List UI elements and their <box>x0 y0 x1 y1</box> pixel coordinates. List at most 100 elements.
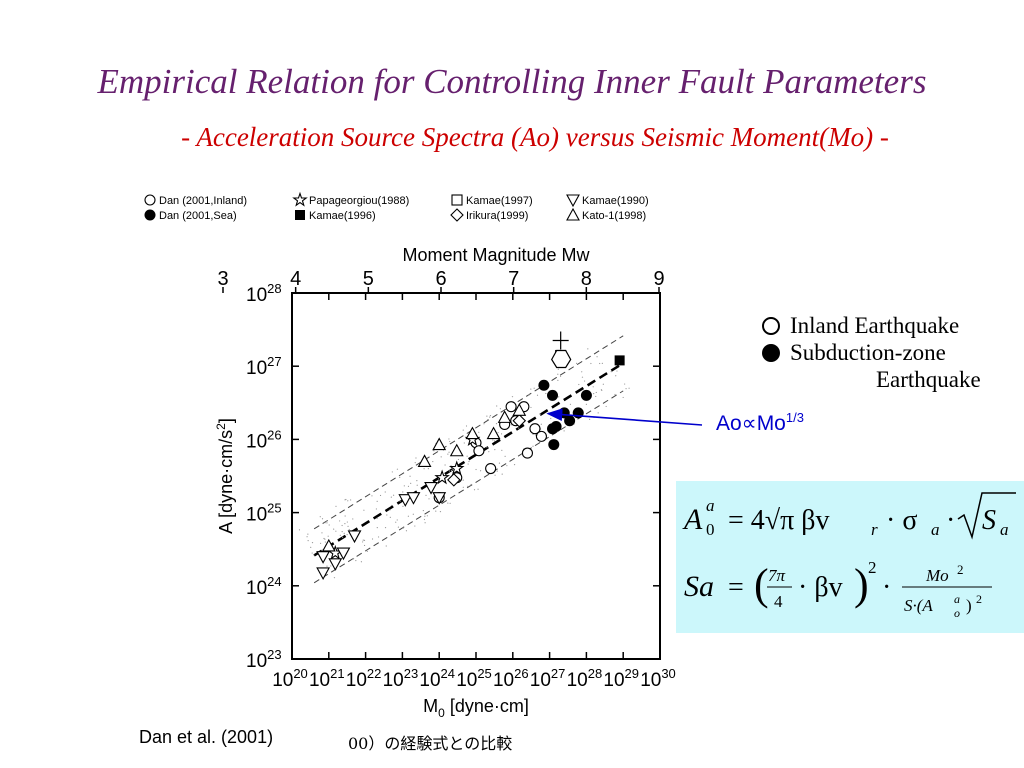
eq2-rparen: ) <box>854 560 869 609</box>
legend-label: Dan (2001,Sea) <box>159 210 237 222</box>
noise-dot <box>399 500 401 502</box>
noise-dot <box>569 403 572 405</box>
noise-dot <box>616 370 618 372</box>
noise-dot <box>495 423 498 425</box>
point-triangle-up-open-shape <box>432 437 447 451</box>
noise-dot <box>422 509 424 512</box>
noise-dot <box>311 552 313 554</box>
noise-dot <box>363 544 366 547</box>
citation: Dan et al. (2001) <box>139 727 274 747</box>
point-triangle-down-open <box>316 567 331 581</box>
point-triangle-down-open <box>336 547 351 561</box>
noise-dot <box>392 494 395 496</box>
legend-marker-shape <box>566 194 580 208</box>
noise-dot <box>341 536 344 538</box>
noise-dot <box>493 440 496 442</box>
noise-dot <box>344 515 346 517</box>
legend-marker-shape <box>292 191 308 207</box>
noise-dot <box>344 522 346 525</box>
legend-marker-shape <box>450 208 464 222</box>
eq2-equals: = <box>728 572 744 603</box>
legend-marker-shape <box>144 194 156 206</box>
point-triangle-down-open-shape <box>432 492 447 505</box>
point-circle-open-shape <box>485 462 497 475</box>
x-tick-label: 1025 <box>456 666 492 691</box>
noise-dot <box>563 430 565 432</box>
point-circle-filled-shape <box>550 421 562 433</box>
eq1-sub-a: a <box>931 520 940 539</box>
noise-dot <box>384 491 386 493</box>
point-triangle-down-open-shape <box>424 481 438 495</box>
point-circle-filled-shape <box>572 407 584 419</box>
relation-base: Ao∝Mo <box>716 412 786 435</box>
point-triangle-up-open-shape <box>497 410 512 423</box>
noise-dot <box>323 537 325 540</box>
noise-dot <box>448 470 451 472</box>
eq1-lhs-sub: 0 <box>706 520 715 539</box>
point-diamond-open <box>512 413 527 428</box>
noise-dot <box>324 541 326 543</box>
noise-dot <box>535 434 537 436</box>
noise-dot <box>416 484 418 486</box>
fit-line <box>313 362 624 557</box>
noise-dot <box>333 528 335 530</box>
noise-dot <box>352 518 354 520</box>
noise-dot <box>518 427 520 429</box>
point-circle-open-shape <box>521 447 533 459</box>
x-tick-label: 1026 <box>493 666 529 691</box>
top-axis-label: Moment Magnitude Mw <box>402 245 590 265</box>
point-square-filled-shape <box>614 355 625 366</box>
noise-dot <box>389 516 391 518</box>
legend-marker <box>566 207 580 221</box>
point-circle-filled-shape <box>580 389 592 401</box>
y-tick-label: 1028 <box>246 281 282 306</box>
noise-dot <box>402 527 404 529</box>
noise-dot <box>628 387 630 389</box>
open-circle-icon <box>762 316 780 335</box>
y-tick-label: 1023 <box>246 647 282 672</box>
noise-dot <box>330 565 332 567</box>
y-tick-label: 1024 <box>246 574 282 599</box>
noise-dot <box>625 388 627 390</box>
noise-dot <box>492 439 494 441</box>
eq1-dot2: · <box>946 505 955 536</box>
point-circle-open-shape <box>535 430 547 442</box>
x-tick-label: 1029 <box>603 666 639 691</box>
noise-dot <box>497 431 499 434</box>
point-triangle-down-open-shape <box>347 530 362 544</box>
legend-marker <box>295 210 305 220</box>
noise-dot <box>321 518 324 520</box>
noise-dot <box>339 534 341 536</box>
noise-dot <box>347 525 349 527</box>
x-tick-label: 1027 <box>530 666 566 691</box>
noise-dot <box>402 505 404 507</box>
eq2-dot: · <box>882 572 891 603</box>
noise-dot <box>614 393 616 396</box>
noise-dot <box>427 468 429 470</box>
x-axis-label: M0 [dyne·cm] <box>423 696 529 720</box>
point-diamond-open-shape <box>512 413 527 428</box>
point-circle-filled <box>572 407 584 419</box>
noise-dot <box>407 515 409 517</box>
noise-dot <box>479 470 482 472</box>
noise-dot <box>532 433 534 435</box>
mw-tick-label: 3 <box>217 268 228 290</box>
noise-dot <box>405 530 408 532</box>
legend-marker <box>451 194 463 206</box>
noise-dot <box>311 541 314 544</box>
eq1-s: S <box>982 505 996 536</box>
noise-dot <box>432 460 434 463</box>
noise-dot <box>350 499 352 501</box>
point-star-open-shape <box>448 460 465 476</box>
noise-dot <box>376 527 378 529</box>
noise-dot <box>335 530 337 532</box>
noise-dot <box>345 498 347 501</box>
sqrt-sign <box>957 492 1016 540</box>
noise-dot <box>306 536 308 538</box>
japanese-caption: 00）の経験式との比較 <box>348 734 513 753</box>
legend-marker-shape <box>295 210 305 220</box>
noise-dot <box>470 483 472 486</box>
noise-dot <box>473 489 476 491</box>
noise-dot <box>347 500 349 502</box>
noise-dot <box>412 513 414 515</box>
